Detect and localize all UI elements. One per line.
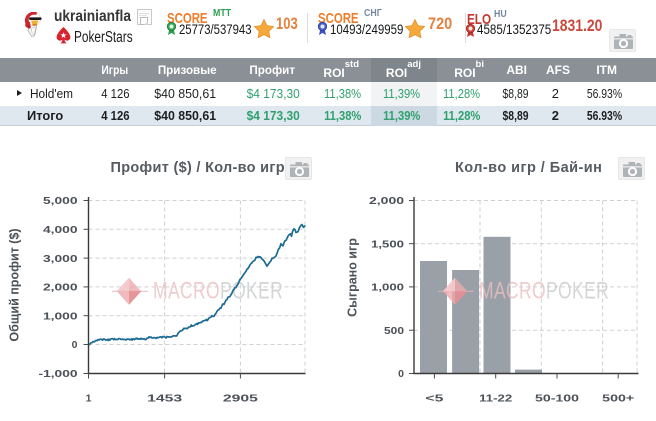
svg-text:1,000: 1,000 [371,282,404,294]
svg-text:<5: <5 [425,393,443,405]
svg-text:3,000: 3,000 [43,253,78,265]
svg-text:0: 0 [72,339,78,351]
svg-text:50-100: 50-100 [535,393,579,405]
svg-text:MACROPOKER: MACROPOKER [479,278,609,304]
svg-text:11-22: 11-22 [479,393,512,405]
svg-text:-1,000: -1,000 [39,368,78,380]
svg-text:5,000: 5,000 [43,195,78,207]
svg-text:1,000: 1,000 [43,310,78,322]
svg-text:500: 500 [384,325,404,337]
svg-text:1453: 1453 [147,393,182,405]
svg-text:Общий профит ($): Общий профит ($) [8,228,22,341]
svg-text:500+: 500+ [602,393,634,405]
svg-text:2,000: 2,000 [43,282,78,294]
svg-text:0: 0 [398,368,404,380]
svg-text:2,000: 2,000 [369,195,404,207]
svg-text:4,000: 4,000 [43,224,78,236]
svg-text:Сыграно игр: Сыграно игр [346,238,360,317]
svg-text:MACROPOKER: MACROPOKER [153,278,283,304]
svg-text:1: 1 [86,393,92,405]
svg-text:1,500: 1,500 [371,238,404,250]
svg-text:2905: 2905 [223,393,258,405]
